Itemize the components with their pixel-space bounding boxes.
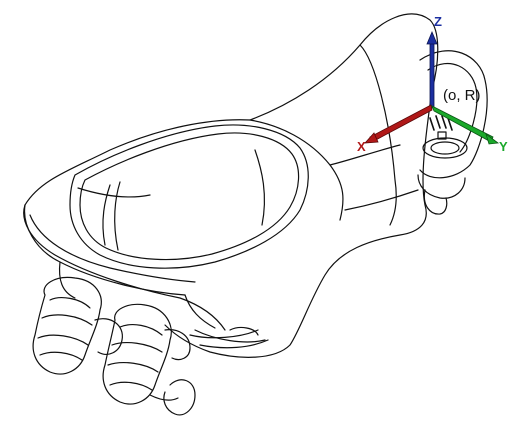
front-leg-left [32, 276, 123, 375]
y-axis: Y [431, 105, 508, 154]
under-detail [189, 326, 269, 349]
body-linework [23, 13, 488, 416]
x-axis-label: X [357, 139, 366, 154]
coordinate-frame: Z X Y (o, R) [357, 14, 508, 154]
origin-label: (o, R) [443, 87, 481, 104]
rear-housing [417, 50, 488, 215]
z-axis-shaft [429, 41, 435, 109]
z-axis-label: Z [434, 14, 442, 29]
main-shell [23, 13, 439, 358]
x-axis-arrowhead [364, 132, 379, 144]
front-nose [23, 204, 266, 343]
z-axis-arrowhead [426, 30, 438, 45]
y-axis-label: Y [499, 139, 508, 154]
z-axis: Z [426, 14, 442, 109]
x-axis: X [357, 104, 433, 154]
x-axis-shaft [369, 104, 433, 143]
seat-cushion [69, 124, 309, 269]
y-axis-arrowhead [485, 132, 500, 145]
front-leg-right [102, 303, 196, 416]
y-axis-shaft [431, 105, 494, 143]
